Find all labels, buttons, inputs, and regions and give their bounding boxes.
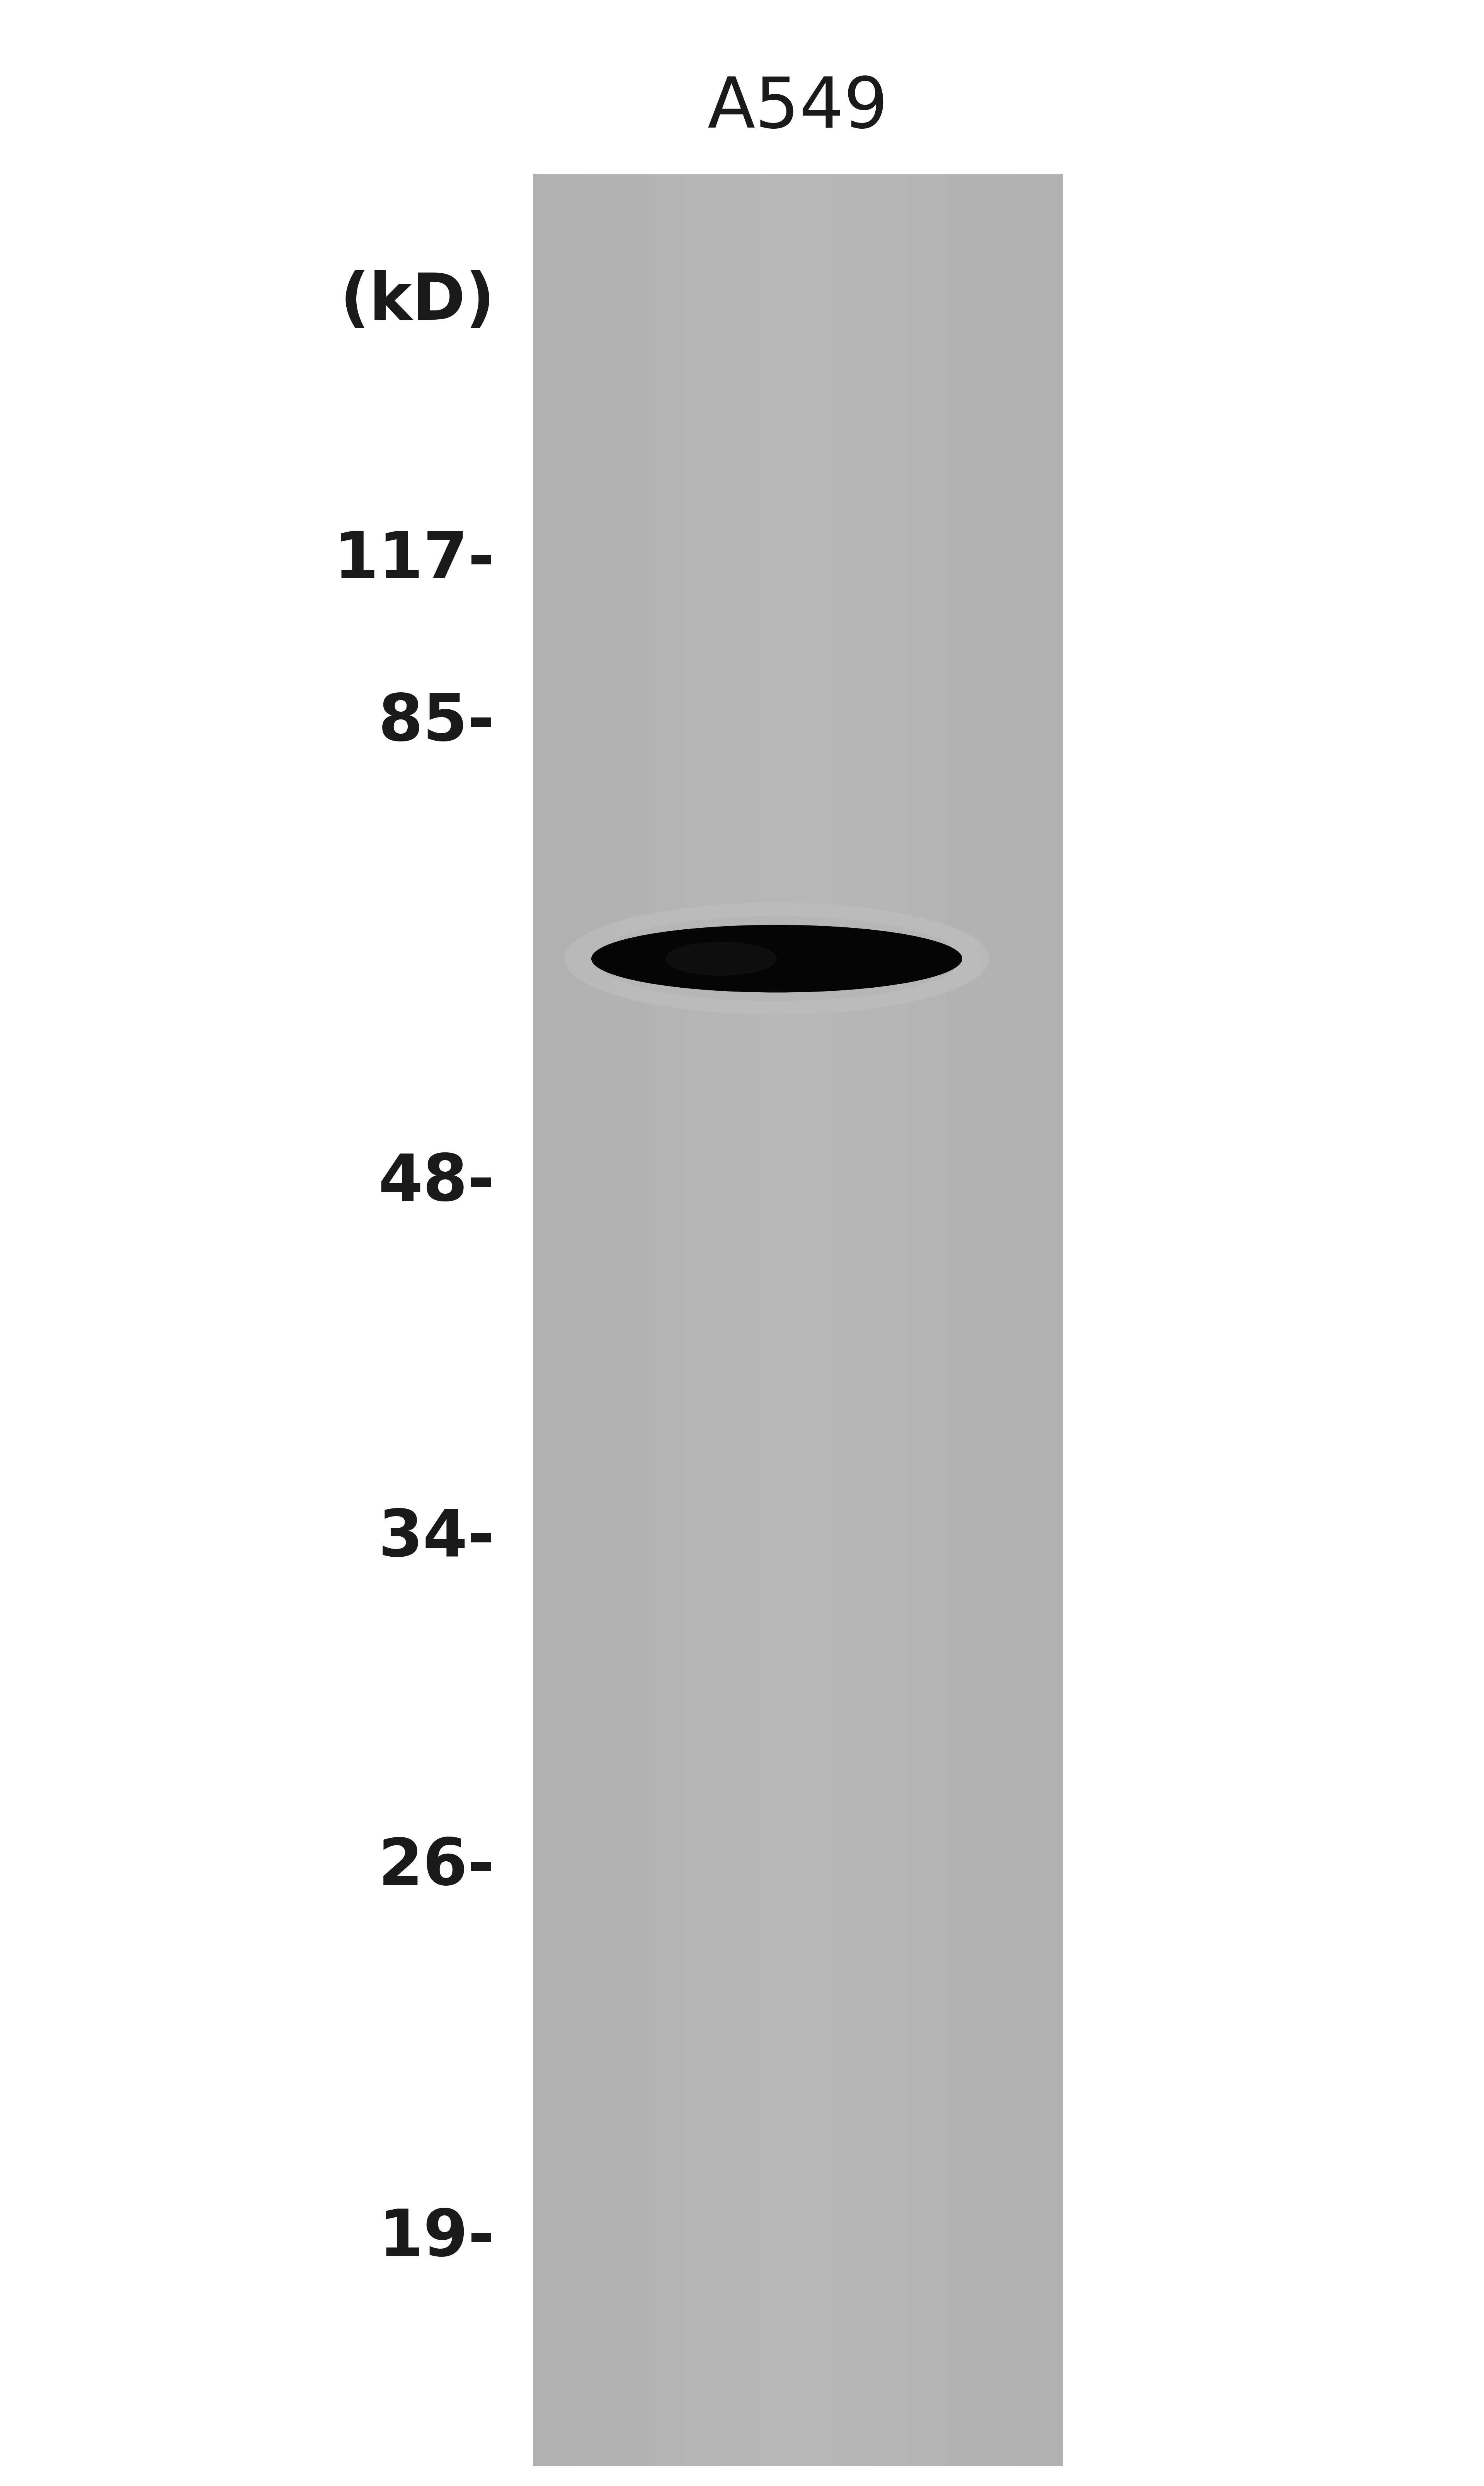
Ellipse shape	[665, 942, 776, 975]
Ellipse shape	[594, 917, 960, 1002]
Text: (kD): (kD)	[340, 271, 496, 333]
Text: 26-: 26-	[378, 1835, 494, 1899]
Text: 34-: 34-	[378, 1507, 494, 1571]
Text: 117-: 117-	[334, 530, 494, 592]
Text: 19-: 19-	[378, 2208, 494, 2270]
Text: 85-: 85-	[378, 691, 494, 753]
Text: A549: A549	[708, 75, 889, 142]
Text: 48-: 48-	[378, 1151, 494, 1213]
Ellipse shape	[591, 925, 962, 992]
Ellipse shape	[564, 902, 990, 1014]
